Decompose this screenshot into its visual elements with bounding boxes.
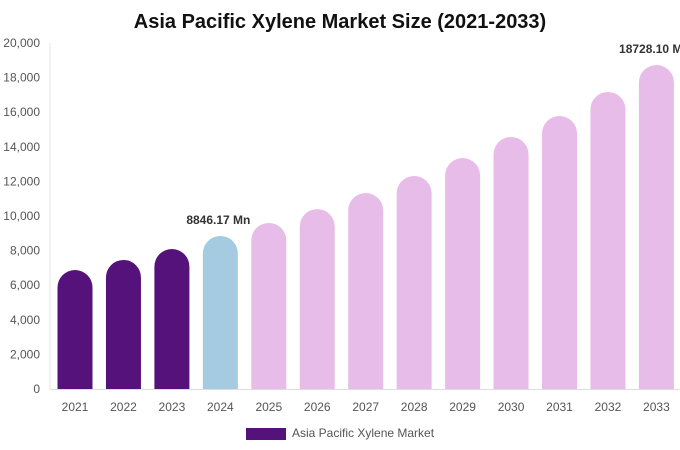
y-tick-label: 8,000: [10, 244, 40, 258]
x-tick-label: 2029: [449, 400, 476, 414]
bar-2021: [57, 269, 93, 389]
x-tick-label: 2022: [110, 400, 137, 414]
x-tick-label: 2021: [62, 400, 89, 414]
y-tick-label: 2,000: [10, 347, 40, 361]
bar-2030: [493, 136, 529, 389]
x-tick-label: 2025: [255, 400, 282, 414]
x-tick-label: 2032: [595, 400, 622, 414]
x-tick-label: 2033: [643, 400, 670, 414]
bar-2026: [299, 209, 335, 389]
bar-2024: [202, 235, 238, 389]
bar-2031: [542, 116, 577, 389]
x-tick-label: 2026: [304, 400, 331, 414]
y-tick-label: 0: [33, 382, 40, 396]
bar-2025: [251, 222, 287, 389]
y-tick-label: 16,000: [3, 105, 40, 119]
x-tick-label: 2023: [159, 400, 186, 414]
y-tick-label: 14,000: [3, 140, 40, 154]
y-tick-label: 12,000: [3, 174, 40, 188]
x-tick-label: 2028: [401, 400, 428, 414]
chart-title: Asia Pacific Xylene Market Size (2021-20…: [134, 11, 546, 33]
bar-2032: [590, 91, 626, 390]
bar-2027: [348, 192, 384, 389]
bar-2029: [445, 158, 481, 389]
data-label-2033: 18728.10 Mn: [619, 42, 680, 56]
x-tick-label: 2024: [207, 400, 234, 414]
legend-swatch: [246, 428, 286, 440]
y-tick-label: 4,000: [10, 313, 40, 327]
bar-2028: [396, 176, 432, 389]
bar-2022: [105, 259, 141, 389]
y-tick-label: 6,000: [10, 278, 40, 292]
data-label-2024: 8846.17 Mn: [186, 213, 250, 227]
y-tick-label: 18,000: [3, 71, 40, 85]
y-tick-label: 20,000: [3, 36, 40, 50]
y-tick-label: 10,000: [3, 209, 40, 223]
x-tick-label: 2030: [498, 400, 525, 414]
legend-label: Asia Pacific Xylene Market: [292, 426, 435, 440]
bar-2033: [638, 65, 674, 389]
bar-2023: [154, 249, 190, 389]
x-tick-label: 2031: [546, 400, 573, 414]
x-tick-label: 2027: [352, 400, 379, 414]
